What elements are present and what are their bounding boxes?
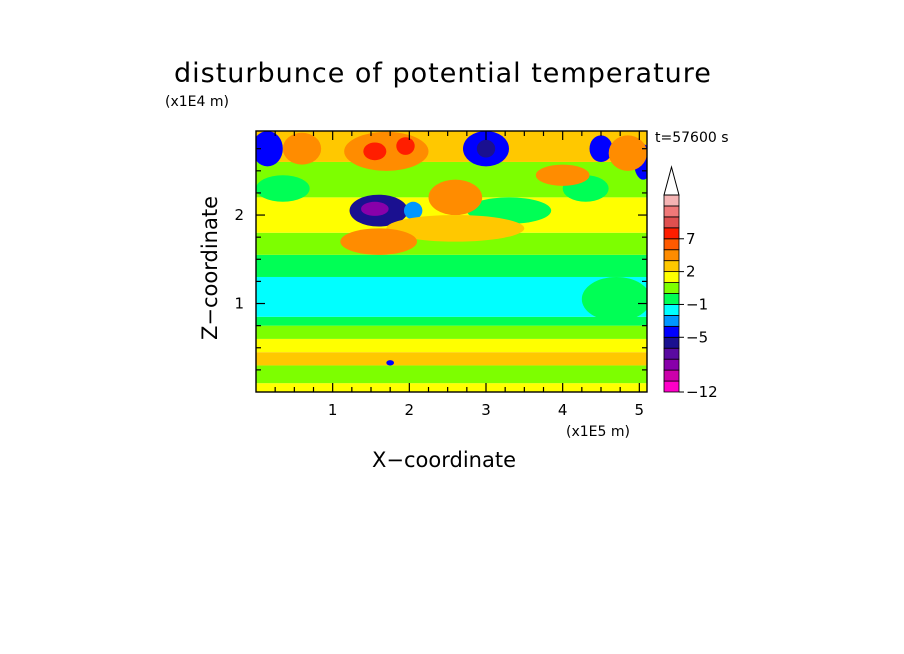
field-feature-10: [256, 131, 283, 167]
field-feature-12: [256, 175, 310, 202]
field-band-0: [256, 383, 647, 392]
colorbar-swatch: [663, 293, 680, 305]
field-band-4: [256, 325, 647, 339]
colorbar-swatch: [663, 314, 680, 327]
colorbar-swatch: [663, 216, 680, 229]
field-feature-6: [363, 142, 387, 161]
field-feature-9: [476, 139, 496, 158]
colorbar: −12−5−127: [663, 165, 718, 401]
chart-title: disturbunce of potential temperature: [174, 58, 712, 89]
y-axis-unit: (x1E4 m): [165, 94, 229, 110]
field-feature-17: [608, 135, 647, 171]
colorbar-swatch: [663, 304, 680, 316]
time-annotation: t=57600 s: [655, 130, 729, 146]
field-feature-11: [282, 132, 322, 165]
plot-frame: [255, 130, 648, 393]
colorbar-extend-arrow: [663, 165, 680, 196]
field-feature-18: [386, 215, 525, 242]
field-feature-1: [361, 201, 389, 216]
x-tick-label: 5: [635, 401, 645, 419]
colorbar-swatch: [663, 249, 680, 262]
colorbar-tick-label: −5: [686, 328, 708, 346]
x-tick-label: 4: [558, 401, 568, 419]
colorbar-tick-label: 7: [686, 230, 696, 248]
field-band-2: [256, 352, 647, 366]
x-axis-unit: (x1E5 m): [566, 424, 630, 440]
colorbar-tick-label: −12: [686, 383, 718, 401]
colorbar-swatch: [663, 260, 680, 273]
field-feature-7: [396, 137, 415, 155]
colorbar-swatch: [663, 369, 680, 382]
x-axis-label: X−coordinate: [372, 448, 516, 472]
colorbar-tick-label: −1: [686, 295, 708, 313]
colorbar-swatch: [663, 325, 680, 338]
colorbar-swatch: [663, 194, 680, 207]
field-band-6: [256, 276, 647, 317]
field-feature-21: [386, 360, 394, 366]
colorbar-swatch: [663, 271, 680, 283]
field-feature-19: [340, 228, 417, 255]
y-tick-label: 1: [234, 295, 244, 313]
x-tick-label: 1: [328, 401, 338, 419]
colorbar-swatch: [663, 205, 680, 218]
field-feature-4: [428, 179, 483, 216]
colorbar-tick-label: 2: [686, 263, 696, 281]
field-feature-5: [344, 131, 429, 171]
colorbar-swatch: [663, 227, 680, 240]
field-band-11: [256, 131, 647, 162]
y-tick-label: 2: [234, 206, 244, 224]
colorbar-swatch: [663, 347, 680, 360]
heatmap-field: [256, 131, 647, 392]
field-features: [256, 131, 647, 366]
colorbar-swatch: [663, 238, 680, 251]
field-band-3: [256, 338, 647, 353]
field-feature-14: [535, 164, 590, 186]
field-feature-15: [589, 135, 613, 162]
field-feature-2: [403, 201, 423, 220]
colorbar-swatch: [663, 358, 680, 371]
field-band-7: [256, 254, 647, 277]
colorbar-swatch: [663, 282, 680, 294]
colorbar-swatch: [663, 336, 680, 349]
colorbar-swatch: [663, 380, 680, 393]
field-feature-20: [581, 276, 647, 322]
field-band-5: [256, 316, 647, 326]
axis-ticks: 1 2 3 4 5 1 2: [234, 131, 647, 419]
x-tick-label: 2: [405, 401, 415, 419]
x-tick-label: 3: [481, 401, 491, 419]
field-band-1: [256, 365, 647, 384]
